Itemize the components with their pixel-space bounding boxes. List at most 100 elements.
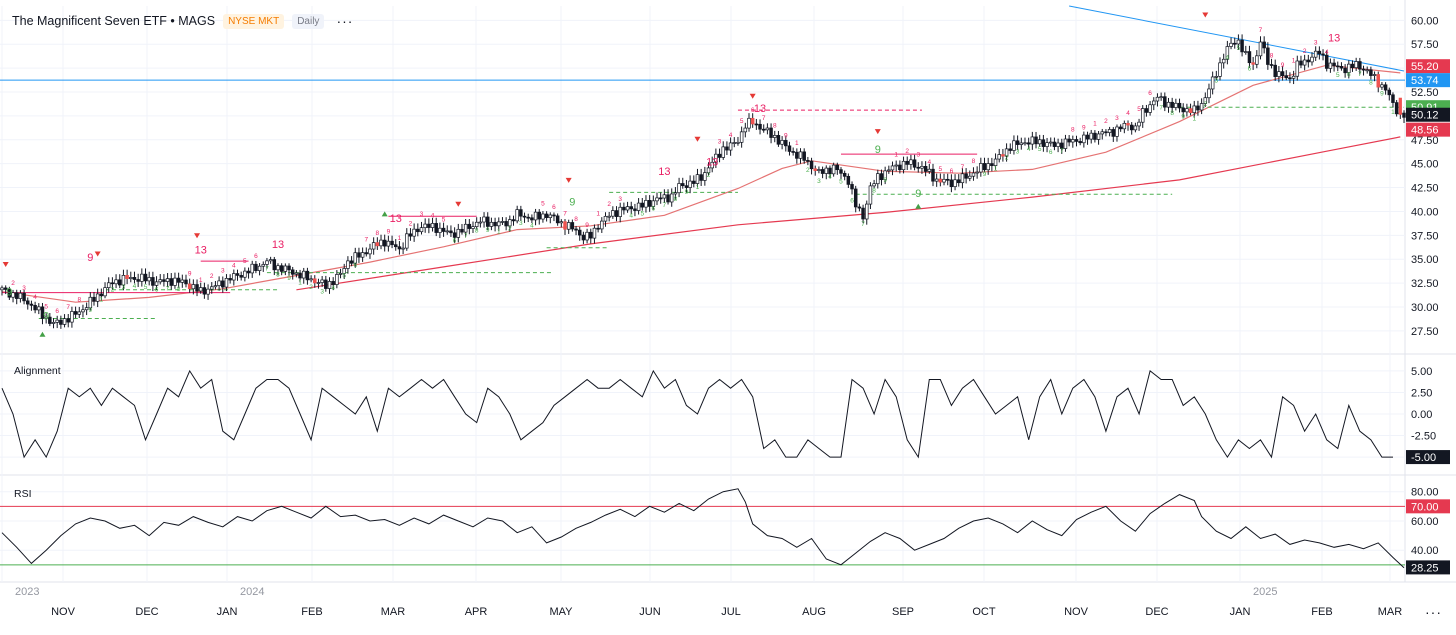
td-count-digit: 5 — [342, 272, 346, 279]
x-axis-label: 2023 — [15, 586, 39, 598]
candle-body — [221, 280, 225, 288]
td-count-digit: 2 — [409, 220, 413, 227]
td-count-digit: 6 — [254, 253, 258, 260]
candle-body — [246, 270, 251, 274]
td-count-digit: 6 — [155, 287, 159, 294]
td-count-digit: 7 — [1159, 105, 1163, 112]
candle-body — [563, 221, 567, 230]
td-major-count: 9 — [6, 287, 12, 299]
candle-body — [441, 227, 446, 232]
td-count-digit: 3 — [916, 152, 920, 159]
candle-body — [419, 227, 424, 233]
candle-body — [445, 230, 450, 233]
td-count-digit: 6 — [453, 238, 457, 245]
candle-body — [611, 210, 615, 217]
more-options-icon[interactable]: ··· — [336, 13, 354, 29]
td-count-digit: 8 — [475, 227, 479, 234]
td-count-digit: 3 — [22, 285, 26, 292]
td-signal-arrow — [39, 331, 46, 337]
td-count-digit: 6 — [850, 197, 854, 204]
td-count-digit: 4 — [1027, 146, 1031, 153]
td-major-count: 9 — [43, 310, 49, 322]
td-count-digit: 9 — [287, 275, 291, 282]
x-axis-label: 2025 — [1253, 586, 1277, 598]
candle-body — [375, 242, 380, 247]
td-count-digit: 5 — [1137, 106, 1141, 113]
td-signal-arrow — [694, 136, 701, 142]
x-axis-label: MAR — [381, 606, 406, 618]
price-tick-label: 52.50 — [1411, 87, 1439, 99]
td-count-digit: 9 — [784, 132, 788, 139]
td-count-digit: 3 — [1016, 149, 1020, 156]
candle-body — [405, 233, 409, 249]
candle-body — [1365, 69, 1369, 72]
candle-body — [44, 316, 48, 319]
candle-body — [1174, 102, 1178, 108]
bottom-more-icon[interactable]: ··· — [1425, 604, 1442, 620]
td-count-digit: 4 — [232, 262, 236, 269]
rsi-value-label: 70.00 — [1411, 501, 1439, 513]
td-signal-arrow — [455, 201, 462, 207]
candle-body — [176, 277, 181, 283]
td-count-digit: 1 — [1192, 116, 1196, 123]
candle-body — [1347, 63, 1351, 74]
candle-body — [121, 275, 126, 286]
candle-body — [1023, 142, 1027, 145]
candle-body — [301, 270, 306, 279]
candle-body — [898, 164, 902, 171]
candle-body — [81, 309, 85, 313]
chart-header: The Magnificent Seven ETF • MAGS NYSE MK… — [12, 12, 353, 30]
candle-body — [1280, 71, 1285, 77]
candle-body — [1269, 64, 1274, 66]
interval-badge[interactable]: Daily — [292, 13, 325, 29]
candle-body — [625, 206, 630, 211]
x-axis-label: NOV — [51, 606, 76, 618]
candle-body — [408, 233, 413, 237]
candle-body — [725, 146, 729, 151]
candle-body — [614, 210, 619, 217]
price-label: 53.74 — [1411, 75, 1439, 87]
candle-body — [449, 230, 453, 234]
candle-body — [1251, 62, 1255, 65]
candle-body — [84, 307, 89, 311]
candle-body — [489, 221, 494, 227]
candle-body — [485, 216, 490, 227]
td-count-digit: 1 — [199, 277, 203, 284]
candle-body — [95, 293, 100, 302]
td-count-digit: 6 — [1347, 72, 1351, 79]
candle-body — [1063, 138, 1068, 149]
candle-body — [276, 265, 280, 271]
candle-body — [692, 180, 696, 184]
candle-body — [890, 165, 895, 171]
td-count-digit: 6 — [55, 308, 59, 315]
symbol-title[interactable]: The Magnificent Seven ETF • MAGS — [12, 14, 216, 28]
td-major-count: 13 — [1328, 32, 1340, 44]
candle-body — [850, 184, 854, 190]
candle-body — [106, 282, 111, 289]
rsi-pane-title: RSI — [14, 488, 32, 500]
td-count-digit: 7 — [464, 233, 468, 240]
candle-body — [1140, 108, 1145, 123]
candle-body — [316, 282, 321, 284]
candle-body — [927, 168, 932, 172]
price-tick-label: 27.50 — [1411, 326, 1439, 338]
candle-body — [820, 169, 825, 174]
price-tick-label: 37.50 — [1411, 230, 1439, 242]
td-count-digit: 4 — [1126, 110, 1130, 117]
td-count-digit: 2 — [1005, 155, 1009, 162]
candle-body — [401, 247, 405, 250]
candle-body — [368, 248, 372, 255]
td-count-digit: 2 — [11, 280, 15, 287]
candle-body — [1052, 141, 1057, 147]
candle-body — [191, 284, 196, 290]
td-count-digit: 5 — [541, 201, 545, 208]
candle-body — [338, 273, 343, 275]
td-count-digit: 3 — [618, 196, 622, 203]
td-major-count: 9 — [87, 252, 93, 264]
candle-body — [673, 192, 678, 195]
candle-body — [198, 287, 203, 292]
candle-body — [1093, 132, 1097, 140]
candle-body — [165, 278, 170, 282]
candle-body — [1203, 97, 1208, 104]
